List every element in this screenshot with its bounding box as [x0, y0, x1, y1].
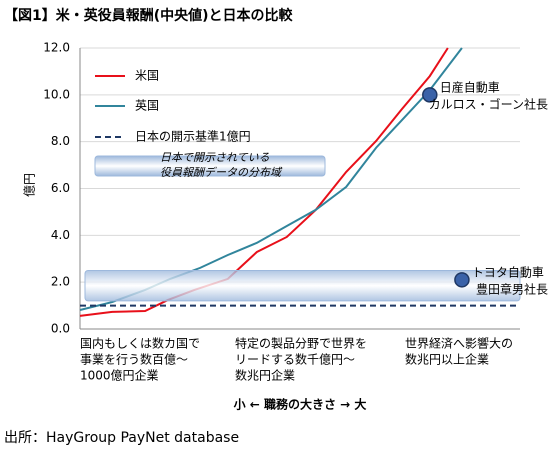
x-category-label: リードする数千億円～	[235, 352, 355, 367]
x-category-label: 数兆円企業	[235, 368, 295, 383]
legend-label: 日本で開示されている	[160, 151, 270, 164]
x-axis-label: 小 ← 職務の大きさ → 大	[234, 397, 367, 412]
annotation-marker	[454, 272, 470, 288]
series-line	[79, 47, 449, 317]
y-axis-label: 億円	[23, 173, 37, 197]
annotation-label: 豊田章男社長	[476, 281, 548, 296]
legend-label: 英国	[135, 99, 159, 113]
annotation-marker	[422, 87, 438, 103]
y-tick-label: 8.0	[51, 134, 70, 148]
x-category-label: 数兆円以上企業	[405, 352, 489, 367]
legend-label: 日本の開示基準1億円	[135, 129, 251, 144]
x-category-label: 1000億円企業	[80, 368, 159, 383]
x-category-label: 特定の製品分野で世界を	[235, 336, 367, 351]
y-tick-label: 12.0	[43, 41, 70, 55]
x-category-label: 事業を行う数百億～	[80, 352, 188, 367]
x-category-label: 国内もしくは数カ国で	[80, 336, 200, 351]
annotation-label: 日産自動車	[440, 79, 500, 94]
legend-label: 役員報酬データの分布域	[160, 166, 283, 179]
y-tick-label: 0.0	[51, 322, 70, 336]
chart-title: 【図1】米・英役員報酬(中央値)と日本の比較	[4, 7, 294, 24]
y-tick-label: 4.0	[51, 228, 70, 242]
y-tick-label: 6.0	[51, 181, 70, 195]
y-tick-label: 2.0	[51, 275, 70, 289]
distribution-band	[84, 269, 521, 302]
source: 出所：HayGroup PayNet database	[4, 430, 239, 446]
annotation-label: トヨタ自動車	[472, 265, 544, 279]
y-tick-label: 10.0	[43, 87, 70, 101]
annotation-label: カルロス・ゴーン社長	[429, 96, 548, 111]
x-category-label: 世界経済へ影響大の	[405, 336, 513, 351]
legend-label: 米国	[135, 69, 159, 83]
legend-swatch	[94, 155, 326, 177]
